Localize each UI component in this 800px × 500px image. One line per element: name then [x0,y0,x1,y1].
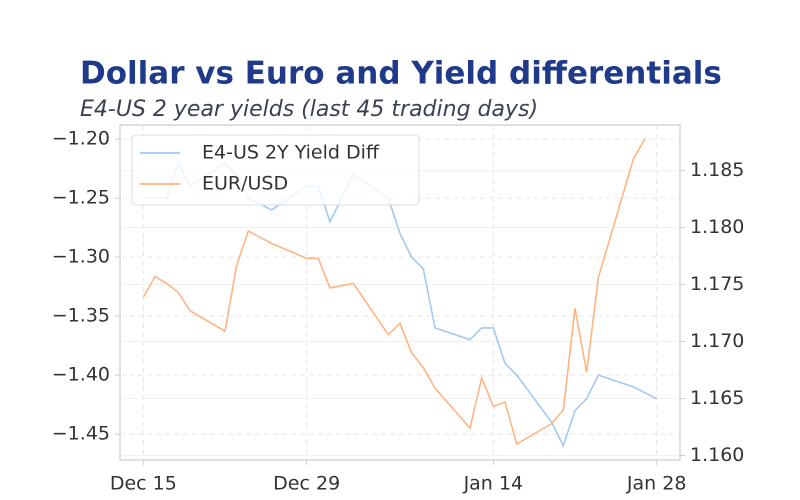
y-tick-label: −1.45 [52,423,110,445]
y-tick-label: −1.20 [52,128,110,150]
legend-label: EUR/USD [202,173,288,195]
legend-box [131,134,420,206]
y-tick-label: −1.35 [52,305,110,327]
y2-tick-label: 1.180 [690,216,744,238]
chart-subtitle: E4-US 2 year yields (last 45 trading day… [80,97,538,122]
plot-frame [119,124,681,461]
x-tick-label: Dec 29 [273,473,340,495]
x-tick-label: Jan 14 [463,473,524,495]
y2-tick-label: 1.160 [690,444,744,466]
chart-title: Dollar vs Euro and Yield differentials [80,56,722,92]
x-tick-label: Dec 15 [110,473,177,495]
y2-tick-label: 1.165 [690,387,744,409]
series-line [142,138,646,446]
legend-label: E4-US 2Y Yield Diff [202,142,380,164]
y2-tick-label: 1.175 [690,273,744,295]
y2-tick-label: 1.170 [690,330,744,352]
y-tick-label: −1.25 [52,187,110,209]
y-tick-label: −1.40 [52,364,110,386]
y2-tick-label: 1.185 [690,159,744,181]
x-tick-label: Jan 28 [626,473,687,495]
y-tick-label: −1.30 [52,246,110,268]
